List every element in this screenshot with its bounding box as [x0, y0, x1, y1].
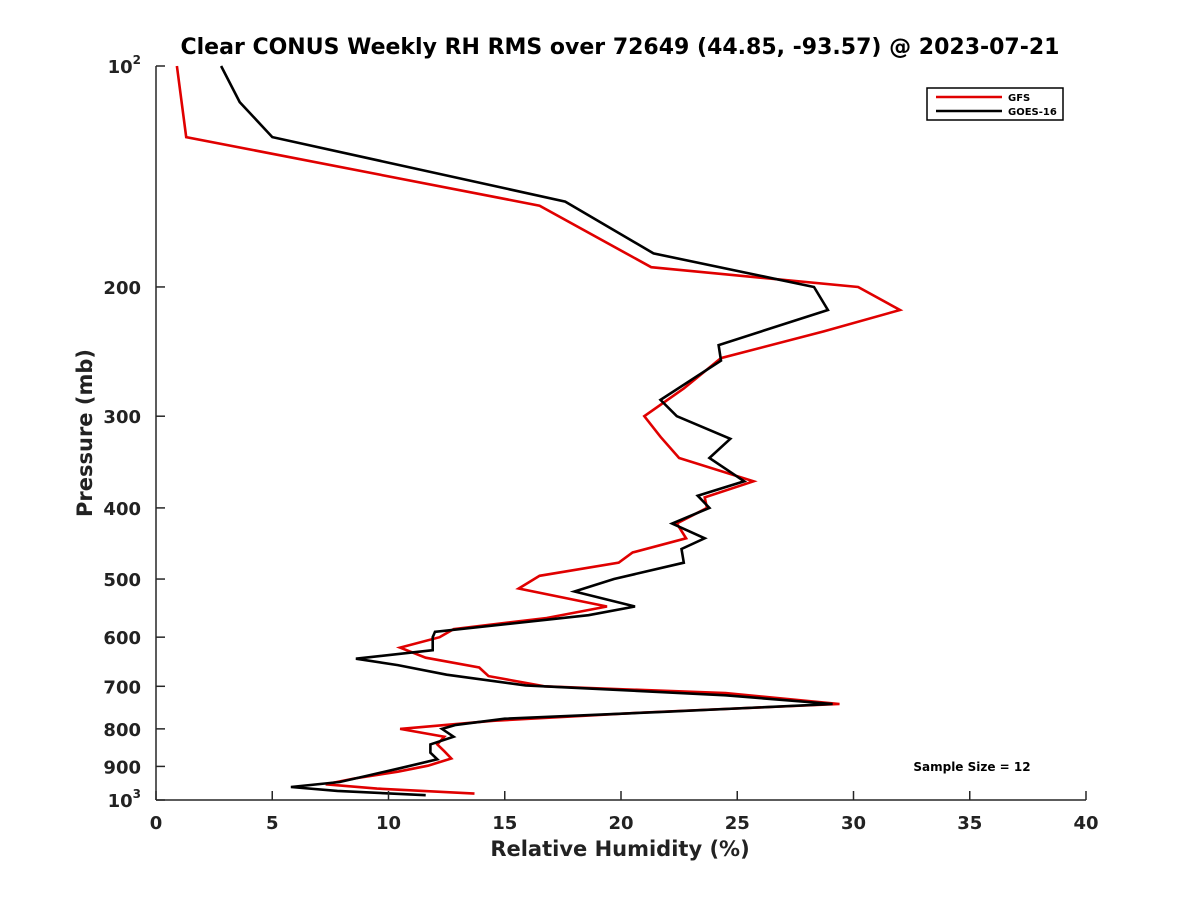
legend: GFS GOES-16 [926, 87, 1064, 121]
x-tick-label: 25 [725, 813, 750, 834]
y-tick-label: 700 [103, 677, 141, 698]
series-line-goes16 [219, 65, 833, 797]
x-tick-label: 35 [957, 813, 982, 834]
x-tick-label: 5 [266, 813, 279, 834]
y-tick-label: 400 [103, 499, 141, 520]
y-tick-label: 600 [103, 628, 141, 649]
x-tick-label: 20 [608, 813, 633, 834]
y-tick-label: 800 [103, 720, 141, 741]
sample-size-annotation: Sample Size = 12 [913, 760, 1030, 774]
chart-title: Clear CONUS Weekly RH RMS over 72649 (44… [181, 35, 1060, 60]
y-axis-label: Pressure (mb) [73, 349, 97, 517]
x-tick-label: 0 [150, 813, 163, 834]
series-layer [175, 65, 904, 797]
y-tick-label: 300 [103, 407, 141, 428]
x-tick-label: 40 [1073, 813, 1098, 834]
x-axis-label: Relative Humidity (%) [490, 837, 749, 861]
legend-label-gfs: GFS [1008, 93, 1030, 104]
y-tick-label: 102 [108, 53, 141, 78]
x-tick-label: 30 [841, 813, 866, 834]
x-tick-label: 15 [492, 813, 517, 834]
y-tick-label: 500 [103, 570, 141, 591]
legend-label-goes16: GOES-16 [1008, 107, 1057, 118]
legend-box [926, 87, 1064, 121]
axes-layer: 0 5 10 15 20 25 30 35 40 102 200 300 400 500 600 700 800… [103, 53, 1098, 834]
y-tick-label: 900 [103, 757, 141, 778]
y-tick-label: 103 [108, 787, 141, 812]
y-tick-label: 200 [103, 278, 141, 299]
x-tick-label: 10 [376, 813, 401, 834]
